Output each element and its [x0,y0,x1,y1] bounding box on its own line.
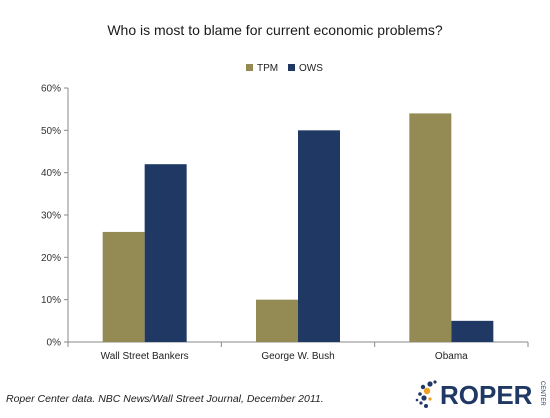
y-tick-label: 30% [41,211,61,222]
legend: TPM OWS [246,63,323,74]
logo-wordmark: ROPER [440,380,533,410]
x-category-label: Obama [435,351,468,362]
y-tick-label: 50% [41,126,61,137]
y-axis: 0% 10% 20% 30% 40% 50% 60% [41,84,69,349]
source-note: Roper Center data. NBC News/Wall Street … [6,393,324,405]
x-category-label: George W. Bush [261,351,334,362]
logo-subtext: CENTER [539,381,545,406]
y-tick-label: 20% [41,253,61,264]
bar-tpm-1 [256,299,298,342]
bar-tpm-2 [409,113,452,343]
y-tick-label: 10% [41,295,61,306]
y-tick-label: 60% [41,84,61,95]
legend-label-ows: OWS [299,63,323,74]
logo-dots-icon [415,380,437,408]
bar-ows-2 [451,320,494,342]
chart-title: Who is most to blame for current economi… [107,22,443,38]
roper-logo-graphic: ROPER CENTER [415,380,545,410]
x-category-label: Wall Street Bankers [101,351,189,362]
legend-swatch-ows [288,64,295,71]
bar-tpm-0 [102,231,145,342]
bar-ows-0 [144,164,187,342]
x-axis: Wall Street Bankers George W. Bush Obama [67,341,529,362]
bars [102,113,494,343]
y-tick-label: 40% [41,168,61,179]
legend-label-tpm: TPM [257,63,278,74]
legend-swatch-tpm [246,64,253,71]
y-tick-label: 0% [47,338,62,349]
bar-ows-1 [298,130,340,342]
roper-center-logo: ROPER CENTER [408,375,550,413]
